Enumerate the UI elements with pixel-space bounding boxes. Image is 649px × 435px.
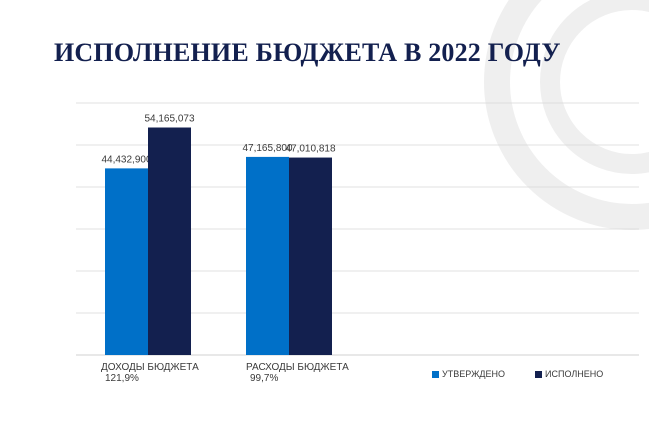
category-name: ДОХОДЫ БЮДЖЕТА (101, 362, 199, 373)
bar-approved-expenses (246, 156, 289, 355)
legend-swatch-approved (432, 370, 439, 378)
category-label-expenses: РАСХОДЫ БЮДЖЕТА 99,7% (246, 362, 349, 384)
category-label-revenue: ДОХОДЫ БЮДЖЕТА 121,9% (101, 362, 199, 384)
bar-approved-revenue (105, 168, 148, 355)
data-label: 54,165,073 (144, 114, 194, 125)
category-percent: 121,9% (105, 373, 139, 384)
chart-legend: УТВЕРЖДЕНО ИСПОЛНЕНО (432, 369, 603, 379)
legend-item-executed: ИСПОЛНЕНО (535, 369, 603, 379)
data-label: 47,010,818 (285, 144, 335, 155)
legend-swatch-executed (535, 370, 543, 378)
data-label: 44,432,900 (101, 154, 151, 165)
bar-executed-revenue (148, 127, 191, 356)
legend-label-executed: ИСПОЛНЕНО (545, 369, 604, 379)
decorative-ring-outer (484, 0, 649, 230)
bar-executed-expenses (289, 157, 332, 355)
decorative-ring-inner (540, 0, 649, 174)
legend-item-approved: УТВЕРЖДЕНО (432, 369, 505, 379)
category-name: РАСХОДЫ БЮДЖЕТА (246, 362, 349, 373)
category-percent: 99,7% (250, 373, 279, 384)
data-label: 47,165,800 (242, 143, 292, 154)
page-title: ИСПОЛНЕНИЕ БЮДЖЕТА В 2022 ГОДУ (54, 38, 561, 67)
legend-label-approved: УТВЕРЖДЕНО (442, 369, 506, 379)
